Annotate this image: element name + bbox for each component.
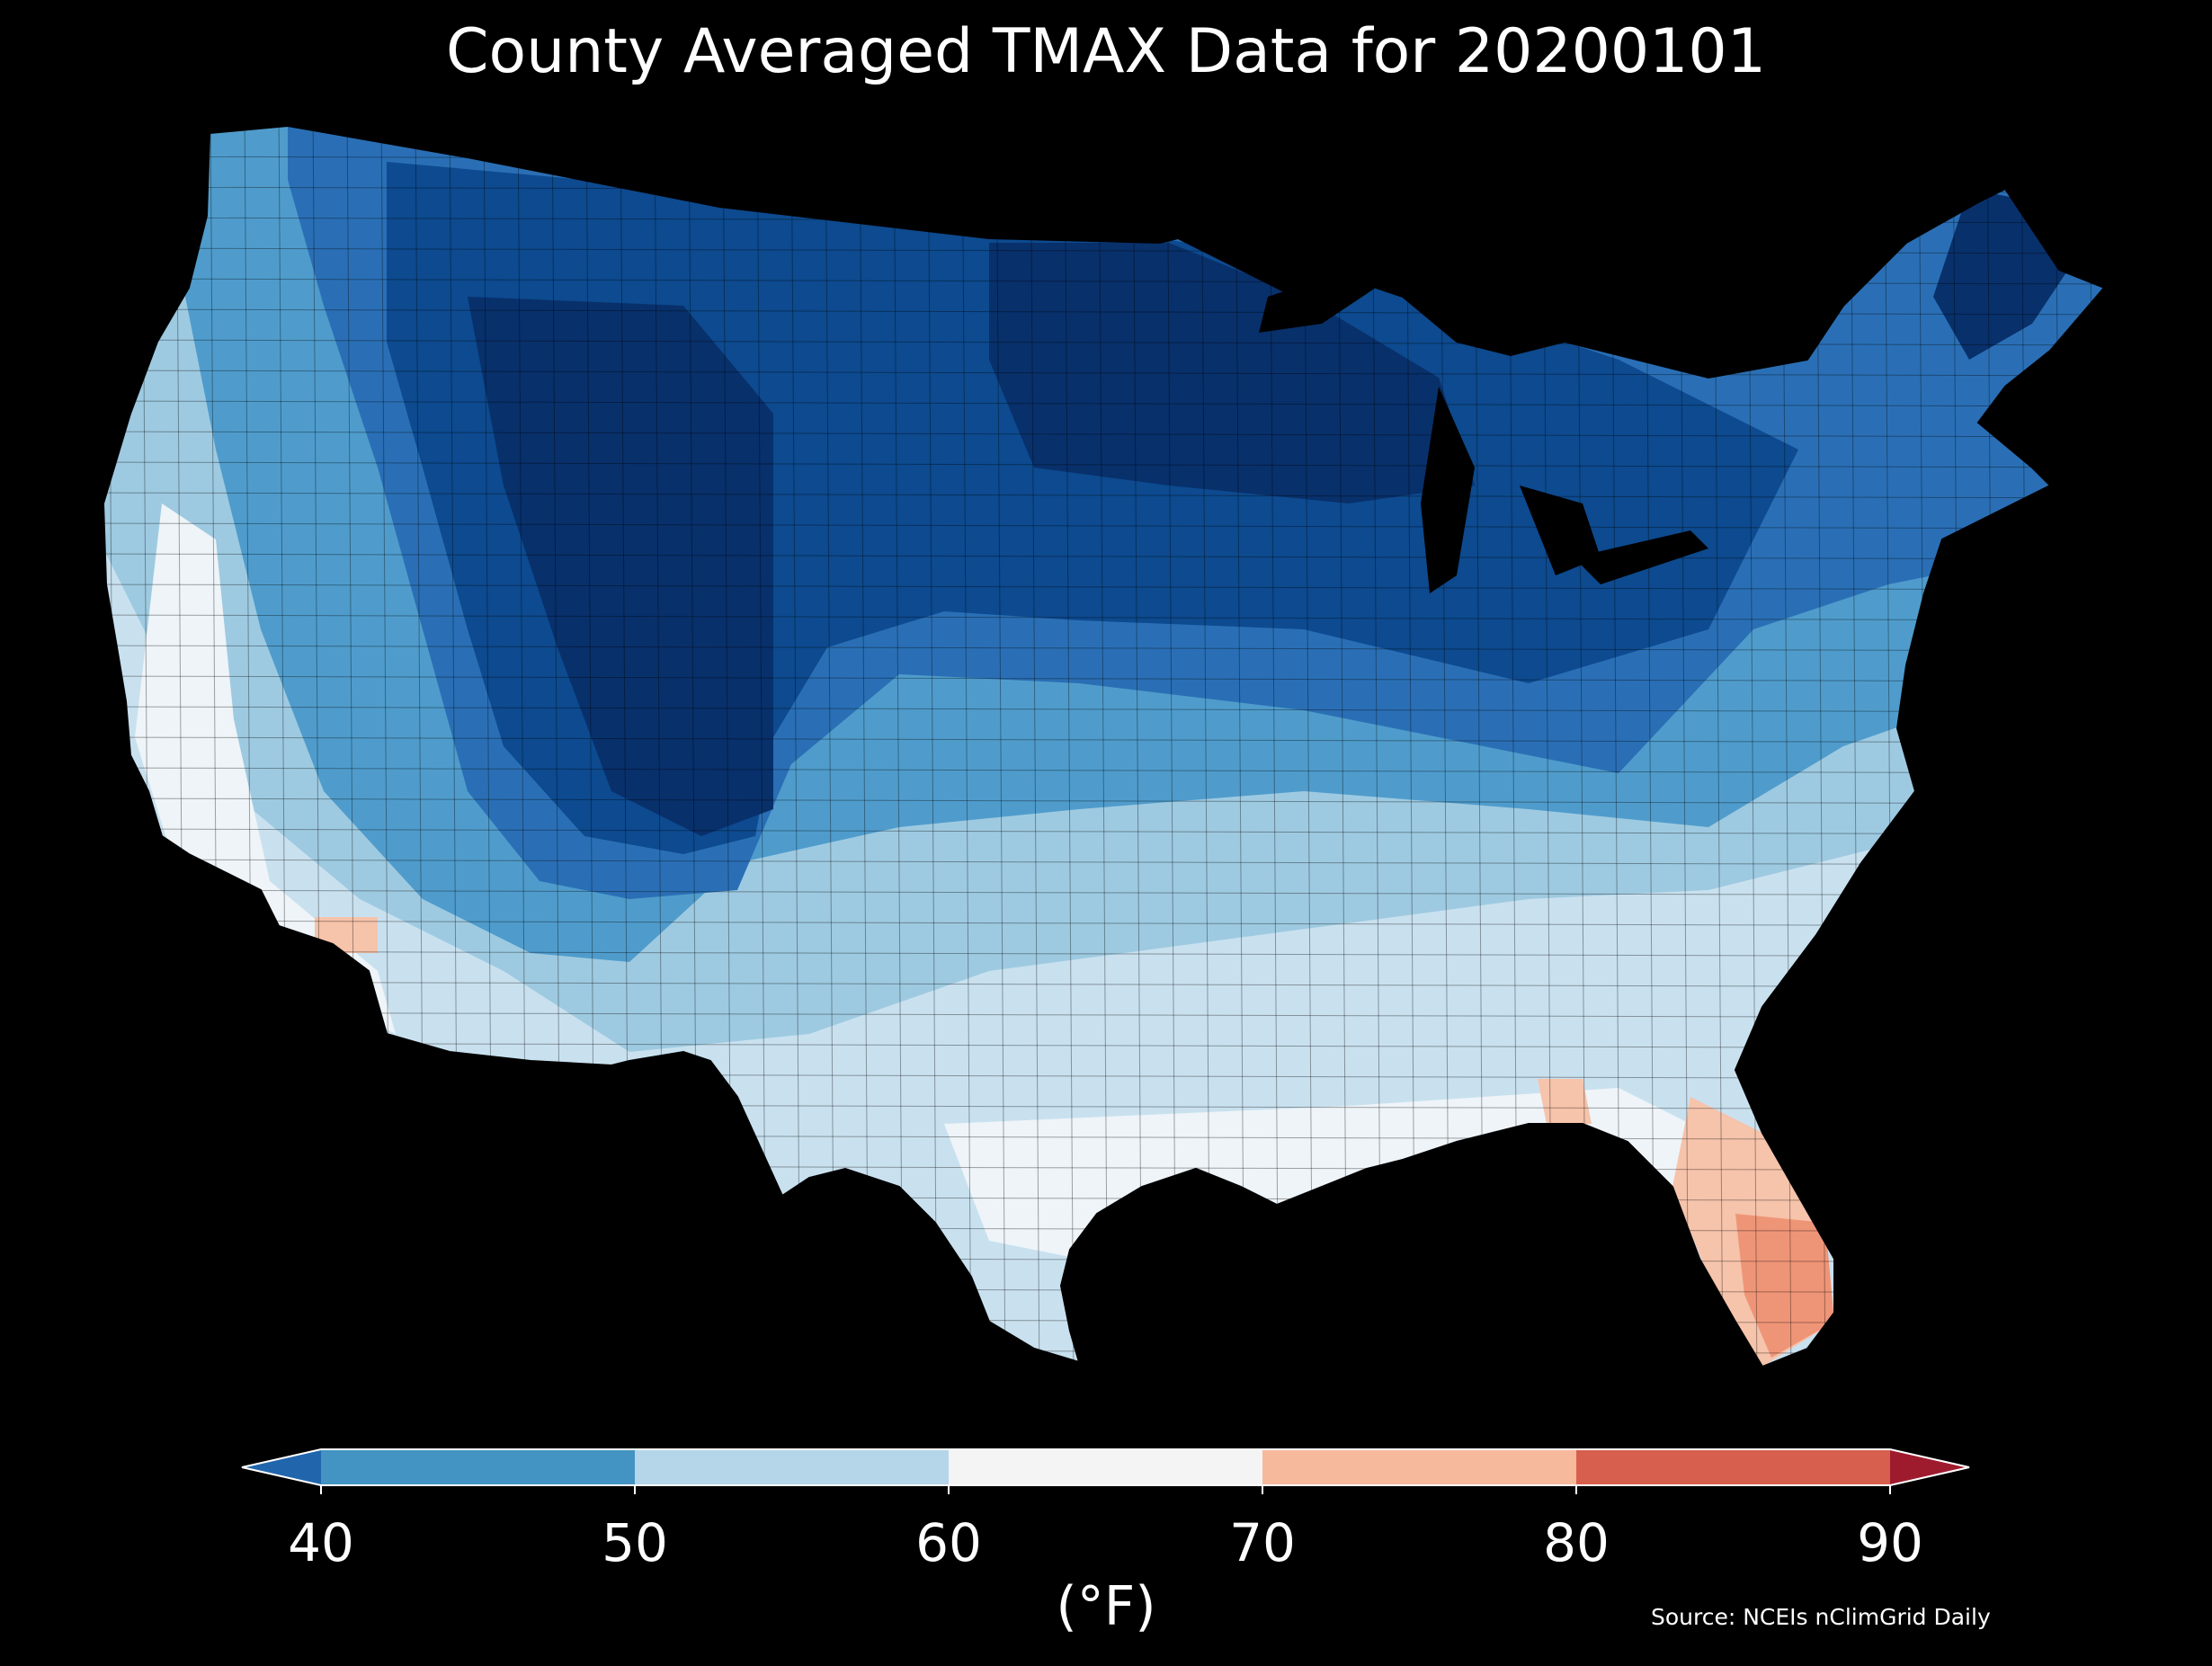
county-line xyxy=(103,828,2104,835)
county-line xyxy=(103,767,2104,774)
county-line xyxy=(1200,126,1211,1367)
county-line xyxy=(103,492,2104,499)
county-line xyxy=(103,400,2104,407)
colorbar-extend-min xyxy=(242,1449,321,1485)
lake-michigan xyxy=(1421,387,1475,593)
county-line xyxy=(103,614,2104,621)
colorbar-unit-label: (°F) xyxy=(1056,1575,1156,1638)
colorbar-bin xyxy=(1262,1449,1576,1485)
county-line xyxy=(1064,126,1075,1367)
colorbar-tick-label: 80 xyxy=(1543,1512,1610,1573)
south-florida-warmest xyxy=(1735,1214,1834,1358)
county-line xyxy=(103,889,2104,896)
colorbar-tick-label: 40 xyxy=(288,1512,354,1573)
colorbar-extend-max xyxy=(1890,1449,1969,1485)
county-line xyxy=(103,584,2104,591)
county-line xyxy=(103,370,2104,377)
lake-huron xyxy=(1520,486,1601,575)
county-line xyxy=(1166,126,1177,1367)
great-lakes xyxy=(1259,270,1708,593)
lake-erie xyxy=(1574,530,1708,584)
colorbar-bin xyxy=(635,1449,949,1485)
county-line xyxy=(961,126,972,1367)
county-line xyxy=(103,797,2104,805)
county-line xyxy=(103,461,2104,468)
county-line xyxy=(927,126,938,1367)
colorbar-tick-label: 70 xyxy=(1229,1512,1296,1573)
core-north-coldest xyxy=(989,243,1475,503)
county-line xyxy=(1132,126,1143,1367)
county-line xyxy=(1030,126,1040,1367)
county-line xyxy=(103,431,2104,438)
colorbar-tick-label: 60 xyxy=(915,1512,982,1573)
lake-superior xyxy=(1259,270,1376,333)
county-line xyxy=(103,859,2104,866)
source-credit: Source: NCEIs nClimGrid Daily xyxy=(1651,1604,1991,1630)
county-line xyxy=(995,126,1006,1367)
county-line xyxy=(790,126,801,1367)
county-line xyxy=(103,675,2104,682)
core-west-coldest xyxy=(468,297,773,836)
colorbar-tick-label: 50 xyxy=(602,1512,668,1573)
panhandle-warm-patch xyxy=(1538,1079,1592,1124)
county-line xyxy=(103,645,2104,652)
county-line xyxy=(103,553,2104,560)
county-line xyxy=(1235,126,1245,1367)
county-line xyxy=(859,126,870,1367)
us-outline xyxy=(102,124,2106,1368)
colorbar-tick-label: 90 xyxy=(1857,1512,1923,1573)
colorbar-bin xyxy=(321,1449,635,1485)
chart-title: County Averaged TMAX Data for 20200101 xyxy=(446,16,1766,87)
county-line xyxy=(103,920,2104,927)
county-line xyxy=(103,522,2104,530)
county-line xyxy=(893,126,904,1367)
county-line xyxy=(103,706,2104,713)
county-line xyxy=(103,736,2104,744)
colorbar-bin xyxy=(1576,1449,1890,1485)
colorbar-bin xyxy=(949,1449,1262,1485)
county-line xyxy=(1337,126,1348,1367)
county-line xyxy=(1098,126,1109,1367)
